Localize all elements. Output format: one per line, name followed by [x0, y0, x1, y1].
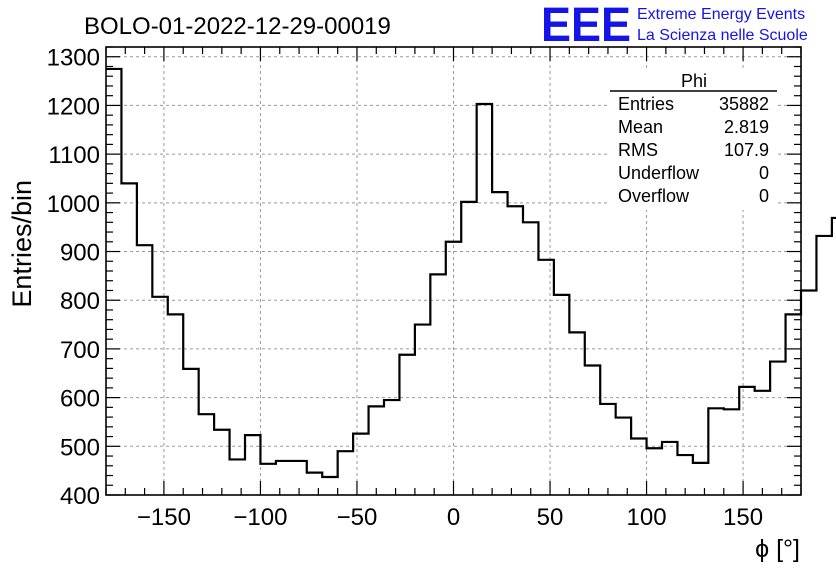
- stats-row-label: Mean: [618, 117, 663, 137]
- x-tick-labels: −150 −100 −50 0 50 100 150: [137, 504, 763, 531]
- x-tick-label: −100: [233, 504, 287, 531]
- x-tick-label: 150: [723, 504, 763, 531]
- eee-logo-mark: EEE: [541, 0, 631, 52]
- x-tick-label: −150: [137, 504, 191, 531]
- eee-logo-line1: Extreme Energy Events: [637, 6, 805, 23]
- y-tick-label: 500: [60, 434, 100, 461]
- y-tick-label: 1000: [47, 191, 100, 218]
- stats-row-value: 0: [759, 163, 769, 183]
- eee-logo: EEE Extreme Energy Events La Scienza nel…: [541, 0, 808, 52]
- stats-rows: Entries 35882 Mean 2.819 RMS 107.9 Underflow 0 O…: [618, 94, 769, 206]
- x-tick-label: 0: [447, 504, 460, 531]
- chart-title: BOLO-01-2022-12-29-00019: [84, 13, 391, 40]
- stats-row-label: Entries: [618, 94, 674, 114]
- eee-logo-line2: La Scienza nelle Scuole: [637, 27, 808, 44]
- stats-row-value: 35882: [719, 94, 769, 114]
- y-tick-label: 1200: [47, 93, 100, 120]
- x-tick-label: −50: [337, 504, 378, 531]
- y-tick-label: 600: [60, 386, 100, 413]
- stats-row-value: 2.819: [724, 117, 769, 137]
- y-tick-label: 400: [60, 483, 100, 510]
- stats-row-label: Overflow: [618, 186, 690, 206]
- y-tick-labels: 400 500 600 700 800 900 1000 1100 1200 1300: [47, 45, 100, 510]
- histogram-line: [106, 67, 836, 479]
- y-axis-label: Entries/bin: [7, 180, 37, 308]
- y-tick-label: 1100: [48, 142, 100, 169]
- stats-row-value: 107.9: [724, 140, 769, 160]
- stats-box-title: Phi: [681, 71, 707, 91]
- x-tick-label: 100: [627, 504, 667, 531]
- stats-box-background: [610, 70, 777, 210]
- stats-box: Phi Entries 35882 Mean 2.819 RMS 107.9 Underfl…: [610, 70, 777, 210]
- y-tick-label: 700: [60, 337, 100, 364]
- y-tick-label: 900: [60, 240, 100, 267]
- stats-row-label: Underflow: [618, 163, 700, 183]
- axis-ticks: [105, 46, 802, 496]
- stats-row-value: 0: [759, 186, 769, 206]
- x-tick-label: 50: [537, 504, 564, 531]
- stats-row-label: RMS: [618, 140, 658, 160]
- y-tick-label: 1300: [47, 45, 100, 72]
- y-tick-label: 800: [60, 288, 100, 315]
- x-axis-label: ϕ [°]: [755, 535, 800, 563]
